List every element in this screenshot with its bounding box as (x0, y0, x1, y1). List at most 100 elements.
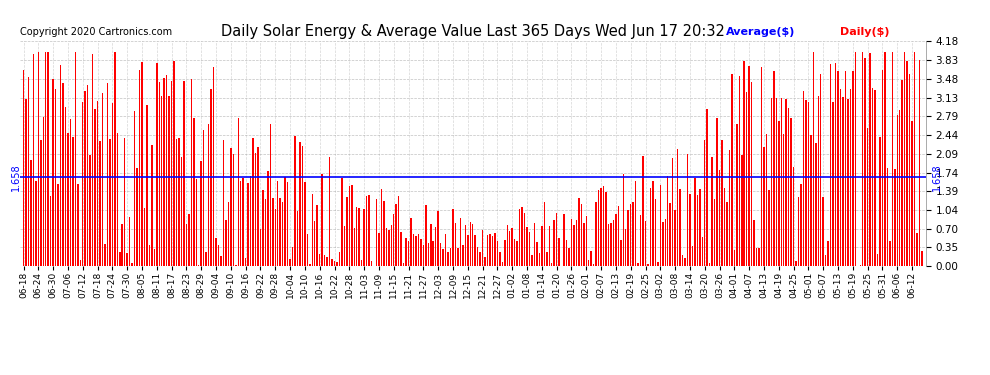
Bar (183, 81, 185, 266)
Bar (139, 70, 141, 266)
Bar (778, 122, 779, 266)
Bar (433, 241, 434, 266)
Bar (608, 224, 609, 266)
Bar (662, 222, 663, 266)
Bar (800, 184, 802, 266)
Bar (649, 189, 651, 266)
Bar (618, 206, 619, 266)
Bar (823, 196, 824, 266)
Bar (760, 68, 762, 266)
Bar (342, 178, 343, 266)
Bar (548, 226, 550, 266)
Bar (770, 98, 772, 266)
Bar (499, 252, 501, 266)
Bar (378, 233, 380, 266)
Bar (717, 118, 718, 266)
Bar (877, 254, 878, 266)
Bar (371, 261, 372, 266)
Bar (168, 96, 170, 266)
Bar (469, 222, 471, 266)
Text: 1.658: 1.658 (932, 163, 941, 191)
Bar (208, 124, 209, 266)
Bar (272, 198, 273, 266)
Bar (638, 263, 639, 266)
Bar (494, 233, 496, 266)
Bar (758, 248, 759, 266)
Bar (654, 199, 656, 266)
Bar (368, 195, 370, 266)
Bar (529, 232, 531, 266)
Bar (643, 156, 644, 266)
Bar (356, 207, 357, 266)
Bar (210, 89, 212, 266)
Bar (644, 220, 646, 266)
Bar (719, 170, 721, 266)
Bar (464, 225, 466, 266)
Bar (598, 190, 599, 266)
Bar (287, 182, 288, 266)
Bar (682, 255, 683, 266)
Bar (332, 259, 333, 266)
Bar (337, 262, 338, 266)
Bar (69, 119, 71, 266)
Bar (329, 157, 331, 266)
Bar (704, 140, 706, 266)
Bar (28, 76, 29, 266)
Bar (514, 240, 516, 266)
Bar (775, 98, 777, 266)
Bar (907, 61, 908, 266)
Bar (909, 74, 911, 266)
Bar (556, 213, 557, 266)
Bar (348, 186, 350, 266)
Bar (383, 201, 384, 266)
Bar (443, 249, 444, 266)
Bar (482, 230, 483, 266)
Bar (522, 207, 523, 266)
Bar (833, 102, 834, 266)
Bar (99, 141, 101, 266)
Bar (322, 174, 323, 266)
Bar (714, 199, 716, 266)
Bar (410, 218, 412, 266)
Bar (580, 204, 582, 266)
Bar (544, 202, 545, 266)
Bar (67, 134, 68, 266)
Bar (388, 230, 389, 266)
Bar (405, 238, 407, 266)
Bar (640, 215, 642, 266)
Bar (196, 179, 197, 266)
Bar (477, 247, 478, 266)
Bar (830, 64, 832, 266)
Bar (818, 96, 819, 266)
Bar (277, 182, 278, 266)
Bar (539, 253, 541, 266)
Bar (763, 147, 764, 266)
Bar (188, 213, 190, 266)
Bar (628, 210, 629, 266)
Bar (225, 220, 227, 266)
Bar (595, 202, 597, 266)
Bar (235, 265, 237, 266)
Bar (887, 168, 888, 266)
Bar (748, 66, 749, 266)
Bar (755, 248, 757, 266)
Bar (176, 139, 177, 266)
Bar (803, 91, 804, 266)
Bar (294, 136, 296, 266)
Bar (289, 260, 291, 266)
Bar (230, 148, 232, 266)
Bar (43, 117, 44, 266)
Bar (252, 138, 253, 266)
Bar (537, 242, 538, 266)
Bar (366, 195, 367, 266)
Bar (97, 101, 98, 266)
Bar (57, 184, 58, 266)
Bar (722, 140, 723, 266)
Bar (542, 226, 543, 266)
Bar (35, 182, 37, 266)
Bar (534, 223, 536, 266)
Bar (89, 155, 91, 266)
Bar (527, 227, 528, 266)
Bar (84, 91, 86, 266)
Bar (874, 90, 876, 266)
